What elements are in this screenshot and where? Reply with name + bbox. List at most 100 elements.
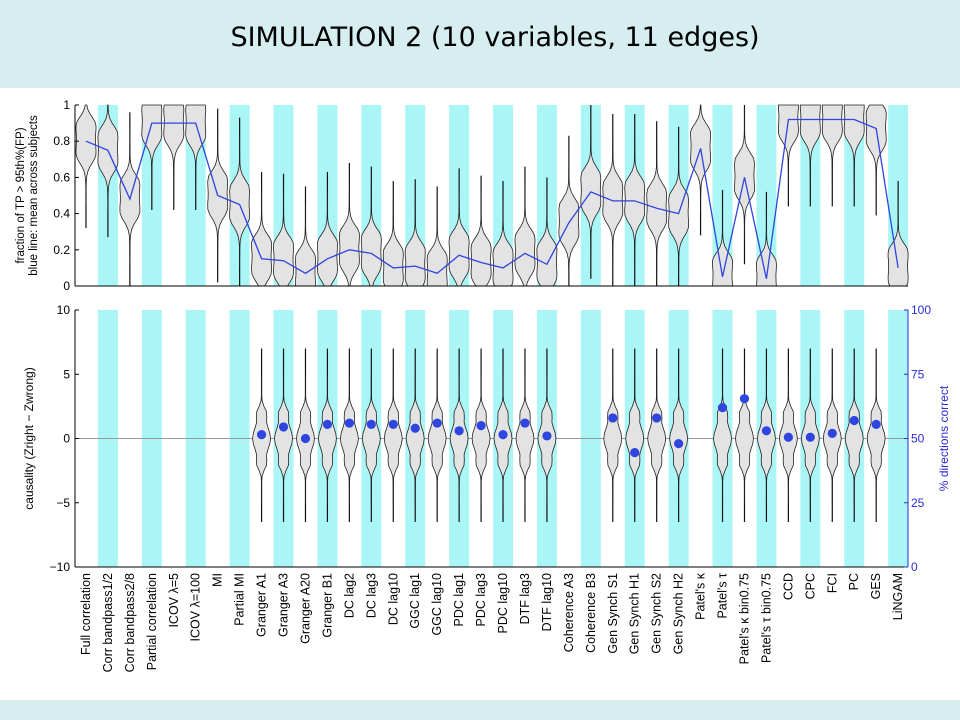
chart-panel: 0 0.2 0.4 0.6 0.8 1 10 5 0 −5 −10 100 75 50 25 0 fractio… xyxy=(0,88,960,700)
violin-bottom xyxy=(427,374,447,503)
percent-correct-point xyxy=(805,432,815,442)
right-y-tick-label: 50 xyxy=(911,432,925,446)
bottom-y-tick-label: −10 xyxy=(50,560,71,574)
violin-top xyxy=(821,104,843,183)
violin-bottom xyxy=(822,374,842,503)
right-y-tick-label: 0 xyxy=(911,560,918,574)
violin-top xyxy=(602,132,624,265)
category-label: Gen Synch H2 xyxy=(672,573,686,654)
top-y-label-line2: blue line: mean across subjects xyxy=(28,115,40,276)
violin-top xyxy=(207,126,229,259)
percent-correct-point xyxy=(827,428,837,438)
percent-correct-point xyxy=(674,439,684,449)
category-label: Gen Synch H1 xyxy=(628,573,642,654)
percent-correct-point xyxy=(256,430,267,440)
top-y-tick-label: 0.4 xyxy=(53,207,70,221)
top-y-tick-label: 0.2 xyxy=(53,243,70,257)
percent-correct-point xyxy=(476,421,486,431)
bottom-y-tick-label: −5 xyxy=(56,496,70,510)
percent-correct-point xyxy=(542,431,552,441)
category-label: PDC lag10 xyxy=(496,573,510,633)
bottom-y-tick-label: 10 xyxy=(57,303,71,317)
violin-top xyxy=(185,104,207,187)
bottom-y-label: causality (Zright − Zwrong) xyxy=(22,367,36,509)
percent-correct-point xyxy=(410,423,420,433)
category-label: DTF lag3 xyxy=(518,573,532,624)
category-label: GGC lag1 xyxy=(408,573,422,629)
right-y-label: % directions correct xyxy=(937,385,951,491)
top-y-tick-label: 0.6 xyxy=(53,170,70,184)
percent-correct-point xyxy=(278,422,289,432)
violin-bottom xyxy=(471,374,491,503)
violin-bottom xyxy=(866,374,886,503)
category-label: Granger A3 xyxy=(277,573,291,637)
category-label: Corr bandpass2/8 xyxy=(123,573,137,672)
percent-correct-point xyxy=(783,432,793,442)
violin-bottom xyxy=(713,374,732,503)
violin-bottom xyxy=(317,374,337,503)
violin-top xyxy=(558,153,580,286)
violin-top xyxy=(141,104,163,187)
percent-correct-point xyxy=(344,418,354,428)
right-y-tick-label: 100 xyxy=(911,303,931,317)
category-label: DC lag2 xyxy=(342,573,356,618)
violin-bottom xyxy=(669,374,689,503)
bottom-y-tick-label: 0 xyxy=(63,432,70,446)
violin-top xyxy=(514,184,536,287)
percent-correct-point xyxy=(322,419,333,429)
percent-correct-point xyxy=(454,426,464,436)
percent-correct-point xyxy=(608,413,618,423)
category-label: Patel's κ xyxy=(694,572,708,620)
violin-top xyxy=(119,130,141,263)
percent-correct-point xyxy=(871,419,881,429)
violin-top xyxy=(75,104,97,205)
percent-correct-point xyxy=(300,433,311,444)
top-y-tick-label: 0.8 xyxy=(53,134,70,148)
violin-top xyxy=(338,181,360,287)
category-label: Coherence A3 xyxy=(562,573,576,652)
violin-bottom xyxy=(603,374,623,503)
percent-correct-point xyxy=(498,430,508,440)
category-label: GGC lag10 xyxy=(430,573,444,636)
category-label: Patel's κ bin0.75 xyxy=(737,573,751,664)
violin-top xyxy=(668,144,690,277)
category-label: Full correlation xyxy=(79,573,93,655)
category-label: PDC lag3 xyxy=(474,573,488,627)
violin-top xyxy=(229,135,251,268)
category-label: Coherence B3 xyxy=(584,573,598,653)
category-label: Corr bandpass1/2 xyxy=(101,573,115,672)
violin-bottom xyxy=(361,374,381,503)
percent-correct-point xyxy=(652,413,662,423)
violin-top xyxy=(470,193,492,287)
slide-title: SIMULATION 2 (10 variables, 11 edges) xyxy=(230,22,760,53)
percent-correct-point xyxy=(432,418,442,428)
violin-bottom xyxy=(735,374,754,503)
violin-top xyxy=(799,104,821,183)
violin-bottom xyxy=(844,374,864,503)
percent-correct-point xyxy=(520,418,530,428)
percent-correct-point xyxy=(849,415,859,426)
violin-bottom xyxy=(274,374,293,503)
category-label: Granger B1 xyxy=(320,573,334,638)
violin-bottom xyxy=(339,374,359,503)
category-label: ICOV λ=100 xyxy=(189,573,203,641)
percent-correct-point xyxy=(388,419,398,429)
category-label: CCD xyxy=(781,573,795,600)
violin-top xyxy=(646,139,668,272)
violin-top xyxy=(97,104,119,214)
category-label: CPC xyxy=(803,573,817,599)
violin-bottom xyxy=(383,374,403,503)
percent-correct-point xyxy=(630,448,640,458)
violin-bottom xyxy=(756,374,776,503)
violin-top xyxy=(163,104,185,187)
category-label: Granger A20 xyxy=(298,573,312,644)
category-label: Gen Synch S2 xyxy=(650,573,664,654)
category-label: LiNGAM xyxy=(891,573,905,620)
category-label: DC lag3 xyxy=(364,573,378,618)
category-label: Partial MI xyxy=(233,573,247,626)
percent-correct-point xyxy=(739,394,750,404)
top-y-tick-label: 1 xyxy=(63,98,70,112)
category-label: PDC lag1 xyxy=(452,573,466,627)
category-label: Patel's τ xyxy=(716,573,730,619)
category-label: Gen Synch S1 xyxy=(606,573,620,654)
